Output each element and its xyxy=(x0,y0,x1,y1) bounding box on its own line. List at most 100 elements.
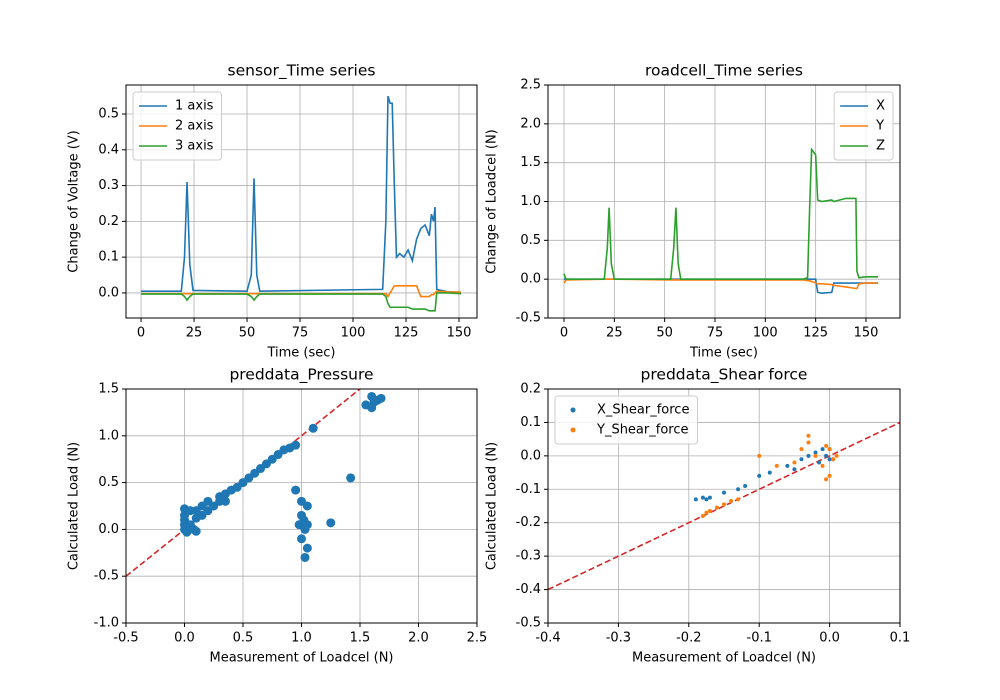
line-series xyxy=(141,95,462,294)
legend: 1 axis 2 axis 3 axis xyxy=(132,91,222,161)
x-tick-label: 75 xyxy=(292,326,309,341)
x-axis-label: Time (sec) xyxy=(266,346,335,361)
legend-label: Z xyxy=(876,139,885,154)
plot-area xyxy=(126,389,386,577)
y-tick-label: 0.5 xyxy=(98,475,119,490)
y-tick-label: 0.1 xyxy=(98,250,119,265)
scatter-point xyxy=(300,552,310,562)
scatter-point xyxy=(326,518,336,528)
legend-label: 2 axis xyxy=(175,119,214,134)
y-tick-label: 0.0 xyxy=(520,272,541,287)
scatter-point xyxy=(302,501,312,511)
axes-frame xyxy=(547,388,901,624)
y-tick-label: 0.0 xyxy=(520,448,541,463)
x-tick-label: 50 xyxy=(656,326,673,341)
y-tick-label: 1.0 xyxy=(98,428,119,443)
legend-swatch xyxy=(570,407,576,413)
x-tick-label: 0.0 xyxy=(174,631,195,646)
scatter-point xyxy=(220,496,230,506)
scatter-point xyxy=(785,463,790,468)
legend-label: Y_Shear_force xyxy=(596,423,688,438)
y-tick-label: -0.5 xyxy=(94,569,119,584)
subplot: 0 25 50 75 100 125 150 0.0 0.1 0.2 0.3 0.4 0.5 sensor… xyxy=(67,62,478,361)
scatter-point xyxy=(367,403,377,413)
x-tick-label: 150 xyxy=(854,326,879,341)
y-tick-label: 2.0 xyxy=(520,116,541,131)
scatter-point xyxy=(757,473,762,478)
scatter-point xyxy=(191,526,201,536)
x-axis-label: Time (sec) xyxy=(689,346,758,361)
scatter-point xyxy=(767,470,772,475)
y-tick-label: 1.5 xyxy=(520,155,541,170)
scatter-point xyxy=(722,502,726,507)
scatter-point xyxy=(817,460,822,465)
x-tick-label: -0.1 xyxy=(747,631,772,646)
y-axis-label: Calculated Load (N) xyxy=(67,442,82,570)
y-tick-label: 0.0 xyxy=(98,522,119,537)
scatter-point xyxy=(827,457,832,462)
scatter-point xyxy=(376,393,386,403)
plot-area xyxy=(548,421,900,591)
scatter-point xyxy=(291,440,301,450)
axes-frame xyxy=(125,388,478,624)
scatter-point xyxy=(813,450,818,455)
y-tick-label: 0.1 xyxy=(520,415,541,430)
y-tick-label: 0.2 xyxy=(520,382,541,397)
x-tick-label: 2.0 xyxy=(408,631,429,646)
x-tick-label: 125 xyxy=(803,326,828,341)
scatter-point xyxy=(704,510,709,515)
y-tick-label: 0.3 xyxy=(98,178,119,193)
scatter-point xyxy=(700,514,705,519)
x-tick-label: -0.3 xyxy=(606,631,631,646)
x-tick-label: 75 xyxy=(707,326,724,341)
subplot: -0.4 -0.3 -0.2 -0.1 0.0 0.1-0.5-0.4-0.3-0.2-0… xyxy=(485,366,911,666)
legend-label: Y xyxy=(875,119,884,134)
legend-swatch xyxy=(570,427,576,433)
line-series xyxy=(563,278,879,290)
y-tick-label: -0.3 xyxy=(516,549,541,564)
legend-box xyxy=(132,91,222,161)
legend-label: X xyxy=(876,99,885,114)
scatter-point xyxy=(820,463,825,468)
scatter-point xyxy=(700,495,705,500)
x-axis-label: Measurement of Loadcel (N) xyxy=(210,651,394,666)
scatter-point xyxy=(704,497,709,502)
line-series xyxy=(141,292,462,312)
x-tick-label: 50 xyxy=(239,326,256,341)
plot-area xyxy=(141,95,462,312)
y-tick-label: 0.0 xyxy=(98,285,119,300)
y-axis-label: Calculated Load (N) xyxy=(485,442,500,570)
scatter-point xyxy=(736,487,741,492)
subplot-title: roadcell_Time series xyxy=(645,62,803,81)
x-tick-label: 150 xyxy=(447,326,472,341)
x-tick-label: 1.5 xyxy=(350,631,371,646)
scatter-point xyxy=(693,497,698,502)
scatter-point xyxy=(308,423,318,433)
legend-label: 1 axis xyxy=(175,99,214,114)
axes-frame xyxy=(125,84,478,319)
y-tick-label: 0.2 xyxy=(98,214,119,229)
scatter-point xyxy=(806,440,811,445)
y-tick-label: -0.5 xyxy=(516,311,541,326)
scatter-point xyxy=(707,509,712,514)
x-tick-label: -0.5 xyxy=(113,631,138,646)
y-tick-label: 0.5 xyxy=(98,106,119,121)
scatter-point xyxy=(792,467,797,472)
scatter-point xyxy=(743,483,748,488)
x-tick-label: 100 xyxy=(341,326,366,341)
y-axis-label: Change of Loadcel (N) xyxy=(485,129,500,274)
legend-box xyxy=(554,395,698,445)
scatter-point xyxy=(302,520,312,530)
x-tick-label: -0.2 xyxy=(676,631,701,646)
scatter-point xyxy=(722,490,726,495)
x-tick-label: 0.5 xyxy=(233,631,254,646)
x-tick-label: 0 xyxy=(560,326,568,341)
legend: X_Shear_force Y_Shear_force xyxy=(554,395,698,445)
legend: XYZ xyxy=(833,91,894,161)
axes-frame xyxy=(547,84,901,319)
scatter-point xyxy=(714,505,719,510)
y-tick-label: 1.0 xyxy=(520,194,541,209)
x-tick-label: 0 xyxy=(137,326,145,341)
y-tick-label: 0.4 xyxy=(98,142,119,157)
scatter-point xyxy=(707,495,712,500)
